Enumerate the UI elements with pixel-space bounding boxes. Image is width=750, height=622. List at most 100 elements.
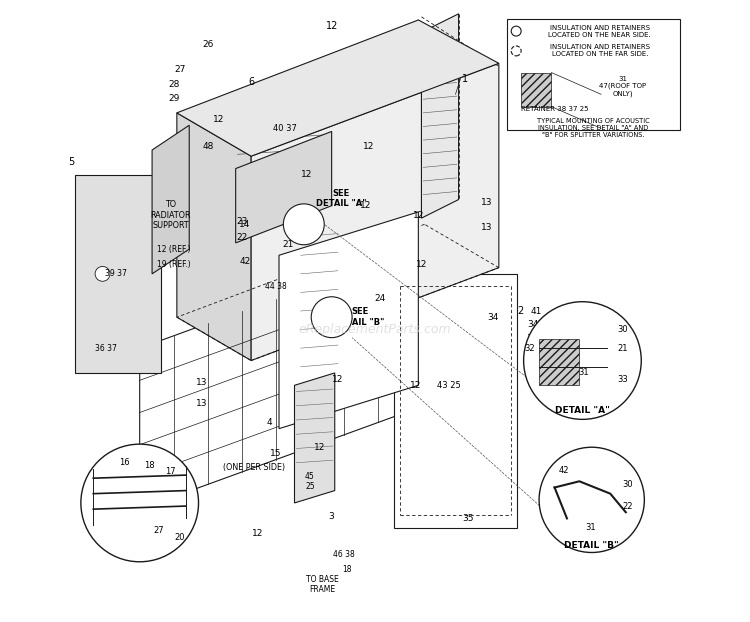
- Text: INSULATION AND RETAINERS
LOCATED ON THE FAR SIDE.: INSULATION AND RETAINERS LOCATED ON THE …: [550, 44, 650, 57]
- Text: 12: 12: [302, 170, 313, 179]
- Text: 12: 12: [332, 374, 344, 384]
- Text: 18: 18: [144, 462, 154, 470]
- Text: 13: 13: [481, 198, 492, 207]
- Text: RETAINER 38 37 25: RETAINER 38 37 25: [520, 106, 588, 111]
- Text: eReplacementParts.com: eReplacementParts.com: [298, 323, 452, 336]
- Text: (ONE PER SIDE): (ONE PER SIDE): [224, 463, 285, 471]
- Text: 12 (REF.): 12 (REF.): [157, 244, 190, 254]
- Text: 11: 11: [527, 335, 538, 343]
- Polygon shape: [295, 373, 334, 503]
- Text: 27: 27: [153, 526, 164, 536]
- Text: 30: 30: [622, 480, 633, 489]
- Polygon shape: [177, 20, 499, 156]
- Text: 42: 42: [239, 257, 250, 266]
- Text: 36 37: 36 37: [94, 343, 116, 353]
- Text: 5: 5: [68, 157, 75, 167]
- Bar: [539, 339, 579, 385]
- Circle shape: [81, 444, 199, 562]
- Text: DETAIL "B": DETAIL "B": [564, 541, 619, 550]
- Text: 12: 12: [416, 260, 428, 269]
- Text: 24: 24: [374, 294, 386, 303]
- Text: SEE
DETAIL "A": SEE DETAIL "A": [316, 188, 366, 208]
- Polygon shape: [75, 175, 161, 373]
- Text: 39 37: 39 37: [105, 269, 127, 279]
- Text: 29: 29: [168, 94, 179, 103]
- Text: 19 (REF.): 19 (REF.): [157, 260, 190, 269]
- Polygon shape: [279, 212, 418, 429]
- Circle shape: [539, 447, 644, 552]
- Polygon shape: [422, 14, 458, 218]
- Text: 12: 12: [314, 443, 325, 452]
- Circle shape: [95, 266, 110, 281]
- Text: 32: 32: [310, 227, 322, 236]
- Text: 34: 34: [487, 313, 498, 322]
- Text: 41: 41: [530, 307, 542, 315]
- Text: 30: 30: [617, 325, 628, 334]
- Text: 31: 31: [578, 368, 589, 378]
- Bar: [520, 73, 551, 106]
- Text: 40 37: 40 37: [273, 124, 297, 133]
- Text: 13: 13: [196, 399, 207, 409]
- Text: 31
47(ROOF TOP
ONLY): 31 47(ROOF TOP ONLY): [599, 76, 646, 96]
- Text: 12: 12: [360, 202, 371, 210]
- Text: 22: 22: [622, 501, 633, 511]
- Text: 18: 18: [343, 565, 352, 573]
- Text: 28: 28: [168, 80, 179, 90]
- Bar: [155, 178, 183, 193]
- Text: SEE
DETAIL "B": SEE DETAIL "B": [334, 307, 385, 327]
- Text: 23: 23: [236, 216, 248, 226]
- Text: 20: 20: [175, 532, 185, 542]
- Text: 12: 12: [252, 529, 263, 539]
- Text: 21: 21: [283, 240, 294, 249]
- Text: 44 38: 44 38: [265, 282, 286, 290]
- Text: INSULATION AND RETAINERS
LOCATED ON THE NEAR SIDE.: INSULATION AND RETAINERS LOCATED ON THE …: [548, 25, 651, 37]
- Text: 1: 1: [462, 74, 468, 84]
- Bar: [155, 153, 183, 169]
- Text: 12: 12: [410, 381, 421, 390]
- Text: 13: 13: [481, 223, 492, 232]
- FancyBboxPatch shape: [81, 243, 121, 258]
- Text: 27: 27: [174, 65, 186, 74]
- Circle shape: [512, 26, 521, 36]
- Text: 3: 3: [328, 512, 334, 521]
- Text: 16: 16: [119, 458, 130, 467]
- FancyBboxPatch shape: [507, 19, 680, 129]
- Text: TYPICAL MOUNTING OF ACOUSTIC
INSULATION. SEE DETAIL "A" AND
"B" FOR SPLITTER VAR: TYPICAL MOUNTING OF ACOUSTIC INSULATION.…: [536, 118, 650, 138]
- Text: 45
25: 45 25: [305, 471, 315, 491]
- Text: 12: 12: [326, 21, 338, 31]
- Text: 22: 22: [236, 233, 248, 243]
- Text: 26: 26: [202, 40, 214, 49]
- Text: 13: 13: [196, 378, 207, 387]
- Text: 6: 6: [248, 77, 254, 87]
- Text: 34: 34: [527, 320, 538, 329]
- FancyBboxPatch shape: [81, 305, 121, 320]
- Text: 15: 15: [270, 449, 282, 458]
- Text: 14: 14: [239, 220, 250, 229]
- Text: 31: 31: [585, 523, 596, 532]
- Text: 12: 12: [213, 114, 224, 124]
- Circle shape: [512, 46, 521, 56]
- Text: 21: 21: [617, 343, 628, 353]
- Text: 42: 42: [559, 466, 569, 475]
- Text: TO BASE
FRAME: TO BASE FRAME: [306, 575, 339, 595]
- Text: 35: 35: [462, 514, 474, 523]
- FancyBboxPatch shape: [81, 212, 121, 228]
- Text: 48: 48: [202, 142, 214, 151]
- FancyBboxPatch shape: [81, 274, 121, 289]
- Text: 32: 32: [524, 343, 535, 353]
- Polygon shape: [251, 63, 499, 361]
- Polygon shape: [394, 274, 518, 527]
- Polygon shape: [177, 113, 251, 361]
- Text: TO
RADIATOR
SUPPORT: TO RADIATOR SUPPORT: [151, 200, 191, 230]
- Text: 17: 17: [165, 468, 176, 476]
- Circle shape: [524, 302, 641, 419]
- Text: 12: 12: [413, 210, 424, 220]
- Circle shape: [284, 204, 324, 244]
- Polygon shape: [152, 125, 189, 274]
- Text: 4: 4: [267, 418, 272, 427]
- Text: 33: 33: [296, 221, 306, 230]
- Text: 43 25: 43 25: [437, 381, 461, 390]
- Polygon shape: [236, 131, 332, 243]
- Polygon shape: [140, 249, 413, 509]
- Text: 33: 33: [617, 374, 628, 384]
